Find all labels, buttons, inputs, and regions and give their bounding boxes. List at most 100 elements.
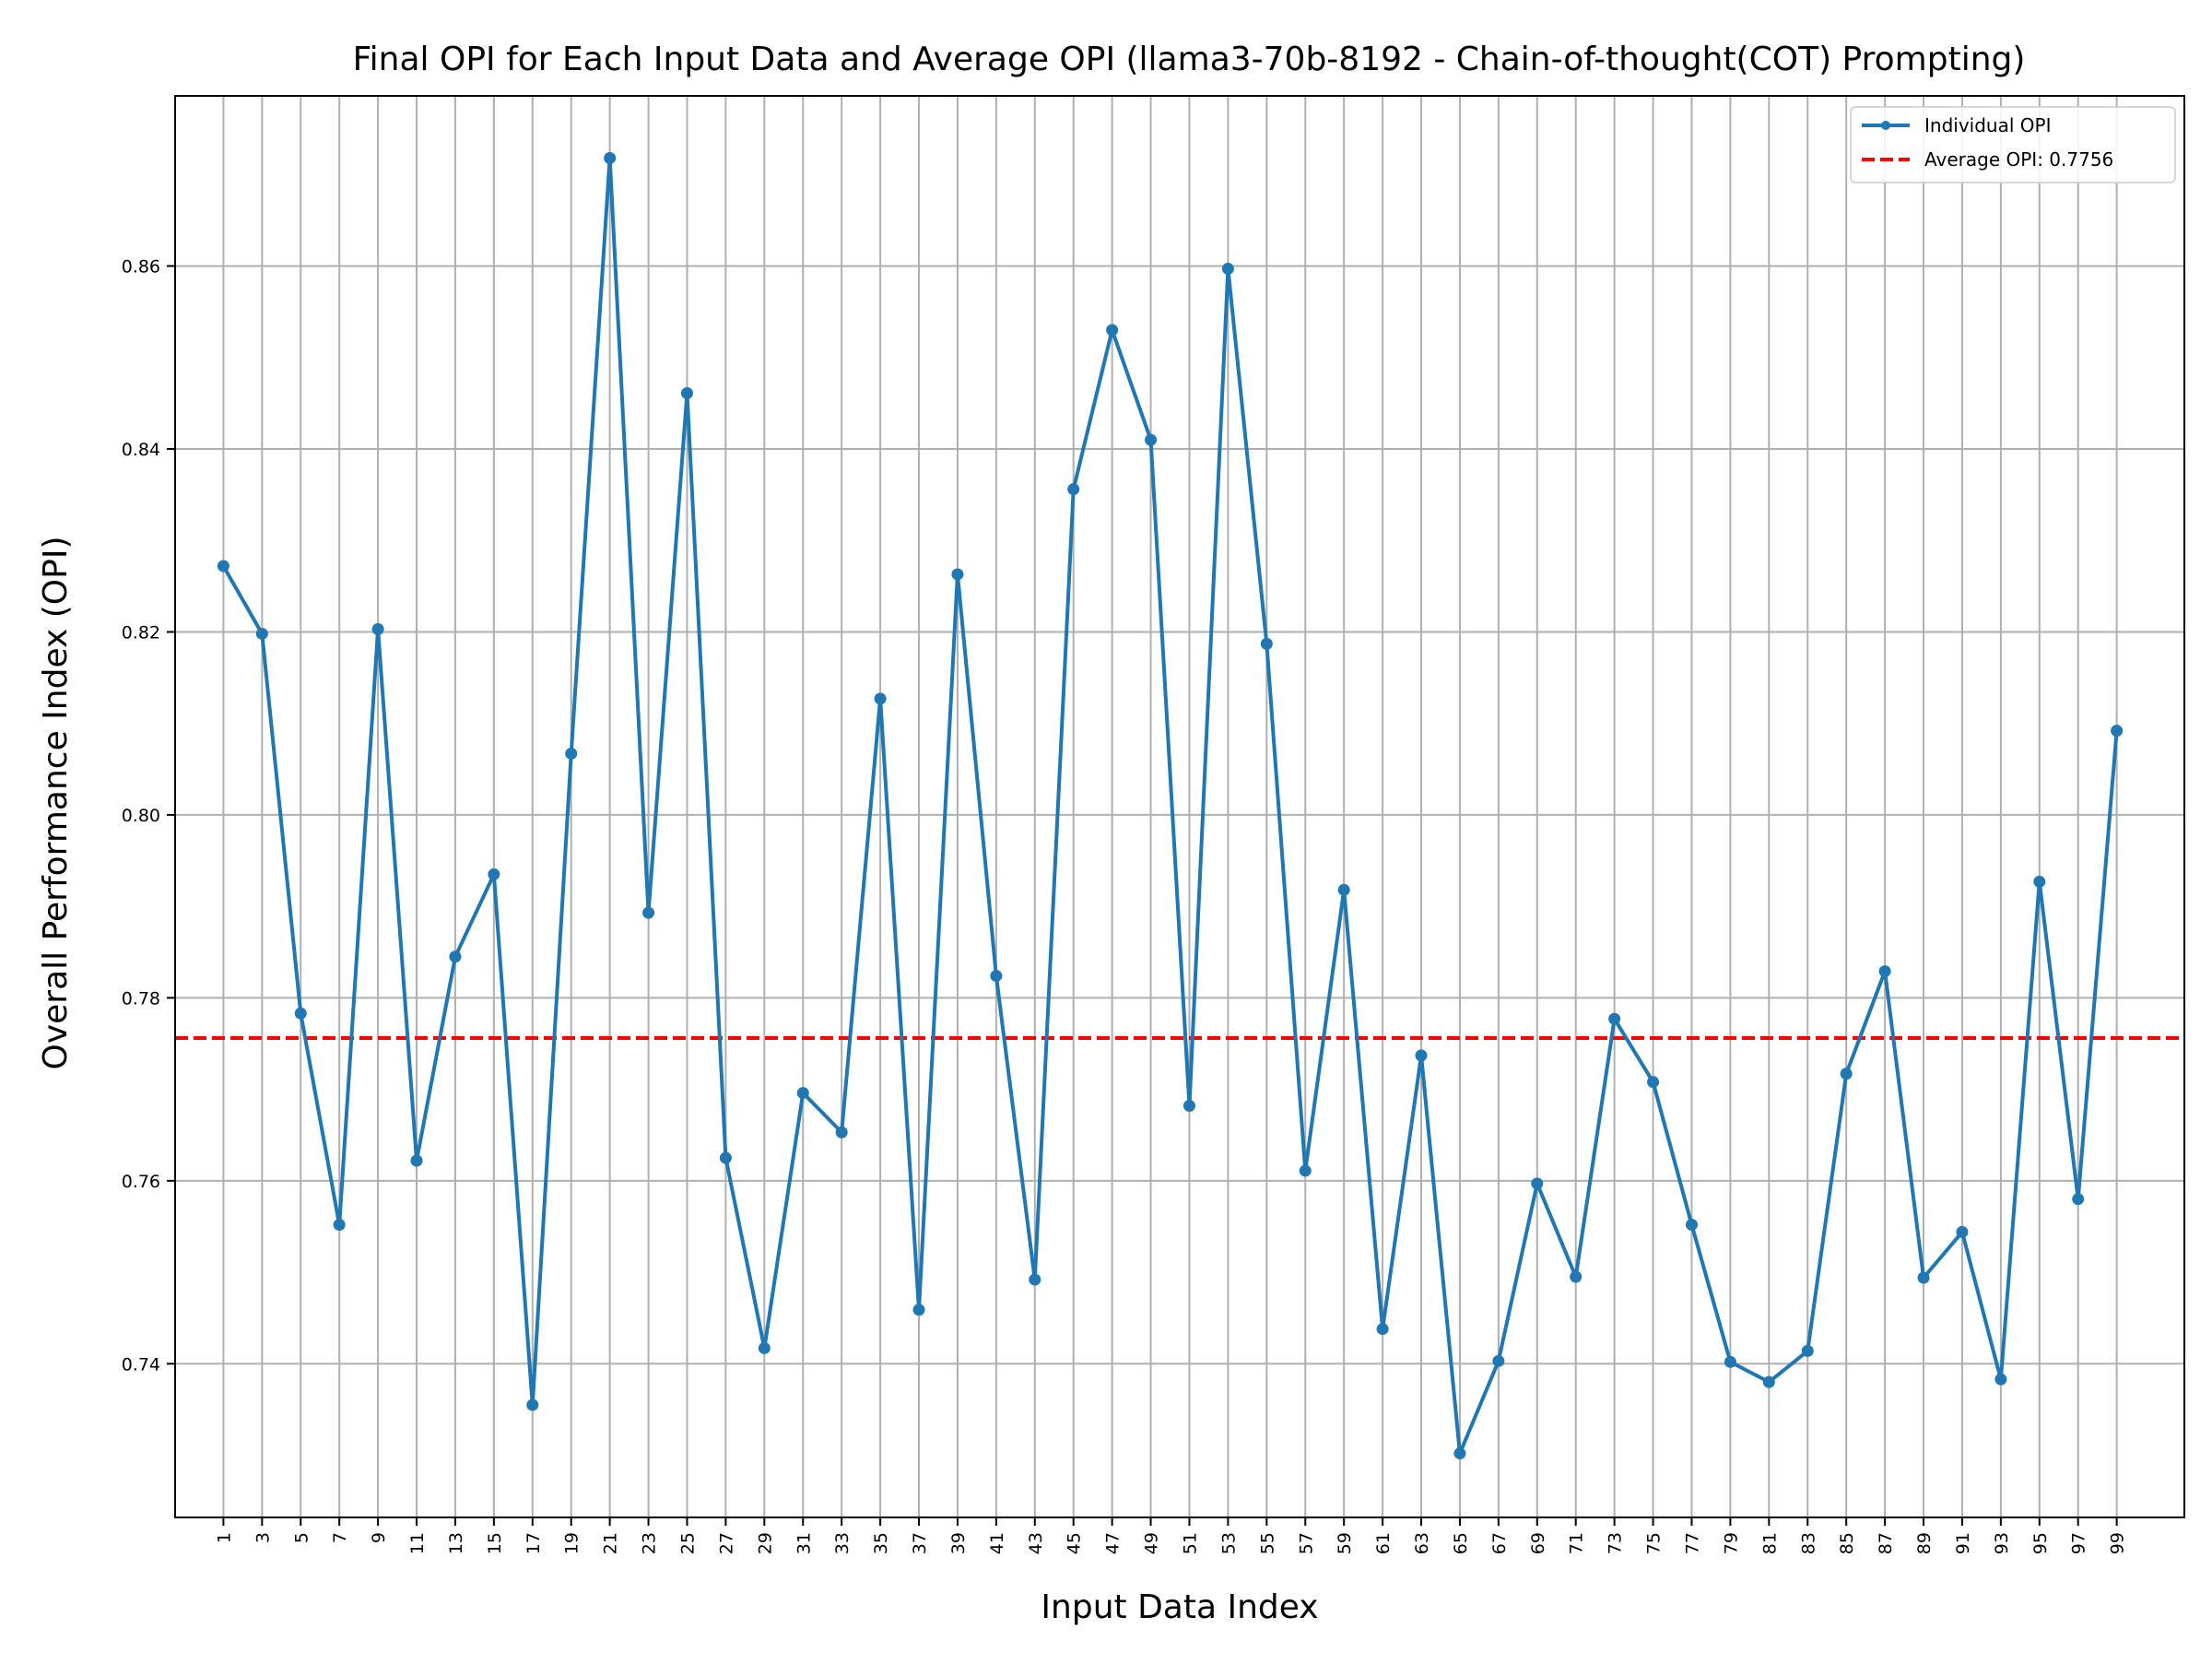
data-point [1762, 1375, 1775, 1388]
plot-frame [174, 95, 2185, 1518]
data-point [371, 622, 384, 635]
data-point [642, 906, 655, 919]
x-tick-label: 31 [794, 1532, 814, 1554]
x-tick-label: 17 [524, 1532, 544, 1554]
x-tick-label: 71 [1567, 1532, 1587, 1554]
data-point [565, 747, 578, 760]
data-point [719, 1151, 732, 1164]
data-point [1531, 1177, 1544, 1190]
legend-box [1850, 106, 2176, 183]
x-tick-label: 89 [1914, 1532, 1935, 1554]
x-tick-label: 5 [291, 1532, 312, 1543]
data-point [2033, 875, 2046, 888]
data-point [2072, 1193, 2085, 1206]
data-point [1067, 483, 1080, 496]
y-tick-label: 0.84 [122, 440, 160, 460]
x-tick-label: 21 [601, 1532, 621, 1554]
x-tick-label: 61 [1373, 1532, 1394, 1554]
data-point [1145, 433, 1158, 446]
x-tick-label: 51 [1180, 1532, 1200, 1554]
x-axis-label: Input Data Index [1041, 1588, 1318, 1626]
series-line-individual-opi [221, 156, 2119, 1456]
y-axis-label: Overall Performance Index (OPI) [37, 537, 75, 1070]
x-tick-label: 49 [1142, 1532, 1162, 1554]
x-tick-label: 63 [1412, 1532, 1432, 1554]
x-tick-label: 55 [1257, 1532, 1277, 1554]
data-point [874, 692, 887, 705]
x-tick-label: 43 [1026, 1532, 1046, 1554]
x-tick-label: 93 [1992, 1532, 2012, 1554]
y-axis-ticks: 0.74 0.76 0.78 0.80 0.82 0.84 0.86 [122, 257, 175, 1375]
legend: Individual OPI Average OPI: 0.7756 [1850, 106, 2176, 183]
data-point [1106, 324, 1119, 336]
x-tick-label: 3 [253, 1532, 273, 1543]
x-axis-ticks: 1 3 5 7 9 11 13 15 17 19 21 23 25 27 29 31 33 35 37 39 41 43 4… [214, 1517, 2128, 1554]
chart-title: Final OPI for Each Input Data and Averag… [353, 41, 2026, 78]
x-tick-label: 47 [1103, 1532, 1124, 1554]
y-tick-label: 0.86 [122, 257, 160, 277]
data-point [758, 1341, 771, 1354]
legend-series-marker [1881, 121, 1890, 130]
x-tick-label: 95 [2030, 1532, 2051, 1554]
data-point [410, 1154, 423, 1167]
data-point [990, 970, 1003, 983]
data-point [835, 1126, 848, 1139]
data-point [1260, 637, 1273, 650]
x-tick-label: 25 [677, 1532, 698, 1554]
data-point [1570, 1270, 1583, 1283]
data-point [333, 1218, 346, 1231]
x-tick-label: 87 [1876, 1532, 1896, 1554]
data-point [1647, 1076, 1660, 1089]
data-point [1840, 1068, 1853, 1080]
x-tick-label: 97 [2069, 1532, 2089, 1554]
y-tick-label: 0.82 [122, 622, 160, 643]
data-point [1492, 1354, 1505, 1367]
data-point [1878, 965, 1891, 978]
data-point [1376, 1323, 1389, 1336]
series-layer [217, 151, 2124, 1460]
x-tick-label: 83 [1798, 1532, 1818, 1554]
y-tick-label: 0.76 [122, 1172, 160, 1192]
data-point [294, 1007, 307, 1020]
data-point [604, 151, 617, 164]
x-tick-label: 33 [832, 1532, 853, 1554]
x-tick-label: 85 [1837, 1532, 1857, 1554]
data-point [2111, 725, 2124, 738]
x-tick-label: 9 [369, 1532, 389, 1543]
data-point [951, 568, 964, 581]
x-tick-label: 37 [910, 1532, 930, 1554]
data-point [1956, 1225, 1969, 1238]
data-point [1801, 1344, 1814, 1357]
data-point [217, 560, 229, 572]
x-tick-label: 99 [2108, 1532, 2128, 1554]
data-point [488, 867, 500, 880]
x-tick-label: 59 [1335, 1532, 1355, 1554]
y-tick-label: 0.74 [122, 1354, 160, 1375]
x-tick-label: 27 [716, 1532, 736, 1554]
data-point [1337, 883, 1350, 896]
legend-label-individual-opi: Individual OPI [1924, 114, 2051, 136]
data-point [1182, 1099, 1195, 1112]
x-tick-label: 11 [407, 1532, 428, 1554]
x-tick-label: 15 [485, 1532, 505, 1554]
data-point [1221, 263, 1234, 276]
legend-label-average-opi: Average OPI: 0.7756 [1924, 148, 2113, 171]
gridlines [175, 96, 2184, 1517]
y-tick-label: 0.78 [122, 988, 160, 1009]
x-tick-label: 29 [755, 1532, 775, 1554]
data-point [1917, 1271, 1930, 1284]
y-tick-label: 0.80 [122, 806, 160, 826]
x-tick-label: 13 [446, 1532, 466, 1554]
x-tick-label: 53 [1218, 1532, 1239, 1554]
data-point [912, 1304, 925, 1316]
x-tick-label: 69 [1528, 1532, 1548, 1554]
x-tick-label: 77 [1682, 1532, 1702, 1554]
x-tick-label: 45 [1065, 1532, 1085, 1554]
data-point [255, 627, 268, 640]
x-tick-label: 73 [1606, 1532, 1626, 1554]
data-point [1029, 1273, 1041, 1286]
x-tick-label: 41 [987, 1532, 1007, 1554]
data-point [1685, 1218, 1698, 1231]
